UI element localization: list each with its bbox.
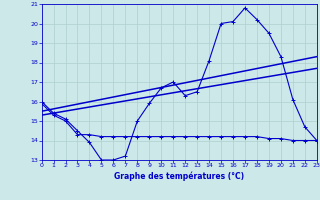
X-axis label: Graphe des températures (°C): Graphe des températures (°C) xyxy=(114,171,244,181)
